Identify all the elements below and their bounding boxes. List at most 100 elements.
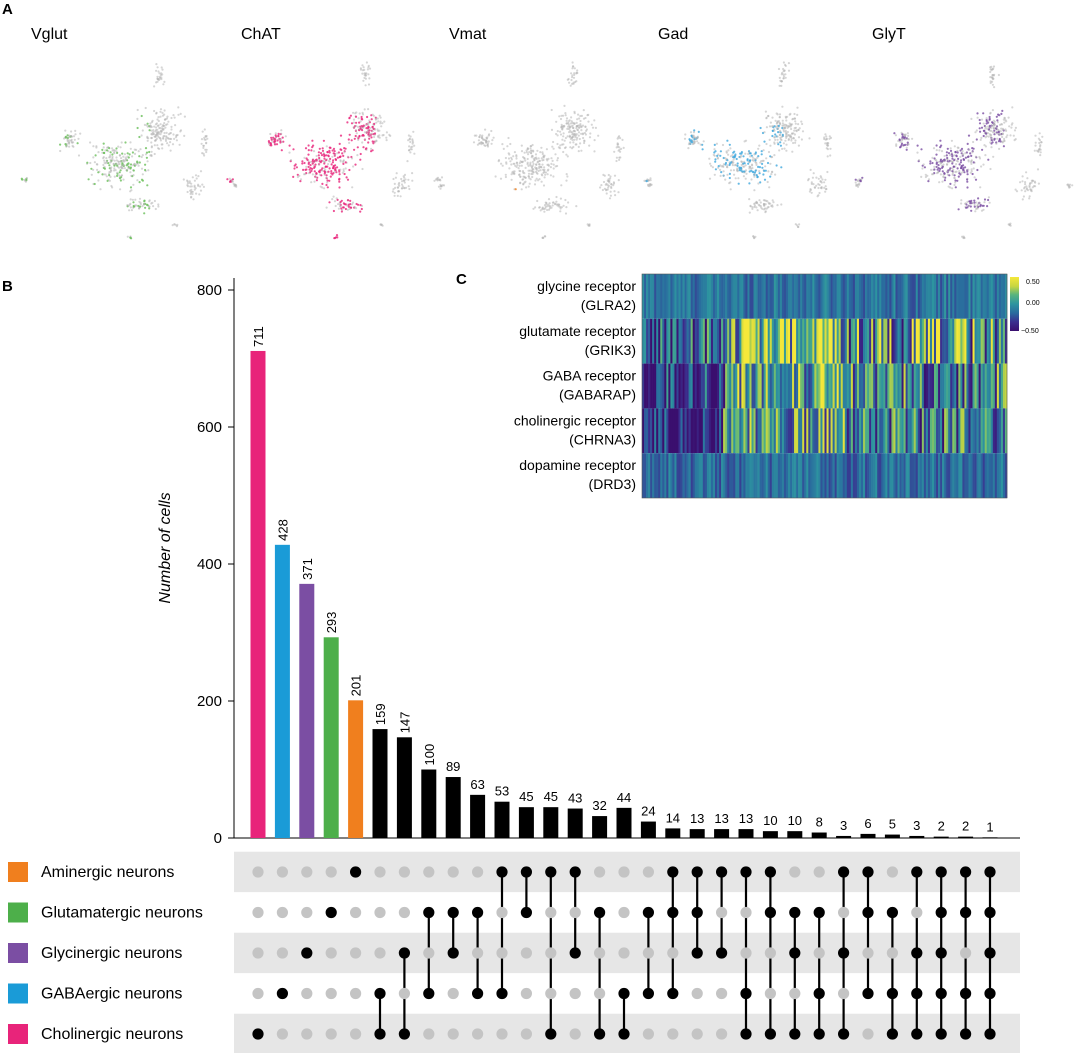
heatmap-cell xyxy=(654,274,657,319)
heatmap-cell xyxy=(978,408,981,454)
umap-point xyxy=(363,68,366,71)
heatmap-cell xyxy=(948,318,951,364)
umap-highlight-point xyxy=(325,183,328,187)
heatmap-cell xyxy=(877,274,880,319)
umap-highlight-point xyxy=(108,147,111,150)
umap-point xyxy=(484,144,487,147)
umap-point xyxy=(974,155,978,158)
umap-highlight-point xyxy=(750,169,753,172)
matrix-dot-active xyxy=(740,1028,752,1040)
heatmap-cell xyxy=(684,408,687,454)
umap-point xyxy=(793,117,796,120)
umap-point xyxy=(1021,180,1024,183)
umap-point xyxy=(534,153,538,156)
heatmap-cell xyxy=(692,274,696,319)
umap-point xyxy=(569,84,572,87)
heatmap-cell xyxy=(913,453,917,498)
umap-highlight-point xyxy=(318,156,321,160)
umap-point xyxy=(762,149,765,152)
umap-point xyxy=(551,204,554,207)
umap-point xyxy=(1036,168,1040,171)
umap-point xyxy=(583,131,587,135)
umap-highlight-point xyxy=(357,137,360,140)
heatmap-cell xyxy=(788,453,791,498)
umap-point xyxy=(146,160,149,163)
umap-point xyxy=(543,210,546,213)
umap-point xyxy=(157,70,160,73)
heatmap-cell xyxy=(783,363,787,409)
heatmap-cell xyxy=(956,274,959,319)
heatmap-cell xyxy=(650,318,653,364)
umap-highlight-point xyxy=(327,154,330,157)
umap-point xyxy=(157,203,160,206)
heatmap-cell xyxy=(820,363,823,409)
heatmap-cell xyxy=(824,453,827,498)
heatmap-cell xyxy=(759,453,762,498)
heatmap-cell xyxy=(834,318,837,364)
umap-point xyxy=(789,134,792,137)
umap-highlight-point xyxy=(319,152,323,155)
heatmap-cell xyxy=(765,408,769,454)
umap-point xyxy=(649,179,652,182)
heatmap-cell xyxy=(796,408,799,454)
umap-point xyxy=(1026,177,1029,180)
heatmap-cell xyxy=(905,408,908,454)
umap-highlight-point xyxy=(945,151,949,154)
heatmap-cell xyxy=(652,274,655,319)
umap-point xyxy=(191,176,194,179)
umap-point xyxy=(541,151,544,154)
umap-highlight-point xyxy=(996,119,999,122)
umap-point xyxy=(571,82,574,85)
umap-point xyxy=(829,147,832,150)
umap-point xyxy=(993,124,996,127)
heatmap-cell xyxy=(919,453,923,498)
umap-point xyxy=(228,177,231,180)
umap-point xyxy=(974,131,977,134)
umap-point xyxy=(911,137,914,140)
umap-highlight-point xyxy=(226,178,229,181)
umap-highlight-point xyxy=(294,163,297,166)
matrix-dot-inactive xyxy=(789,866,801,878)
umap-point xyxy=(597,134,600,137)
umap-highlight-point xyxy=(979,205,982,208)
umap-highlight-point xyxy=(295,166,298,169)
heatmap-cell xyxy=(836,363,839,409)
umap-point xyxy=(589,132,592,135)
heatmap-cell xyxy=(739,363,742,409)
heatmap-cell xyxy=(644,363,647,409)
heatmap-cell xyxy=(938,408,941,454)
umap-point xyxy=(524,159,527,162)
heatmap-cell xyxy=(688,363,691,409)
umap-point xyxy=(551,159,554,162)
heatmap-cell xyxy=(838,408,842,454)
umap-point xyxy=(989,81,992,85)
umap-highlight-point xyxy=(275,143,279,146)
heatmap-cell xyxy=(698,408,702,454)
heatmap-cell xyxy=(650,363,653,409)
umap-highlight-point xyxy=(370,136,373,139)
heatmap-cell xyxy=(745,453,748,498)
umap-highlight-point xyxy=(336,156,339,159)
heatmap-cell xyxy=(970,408,973,454)
heatmap-cell xyxy=(814,318,817,364)
umap-point xyxy=(154,135,157,138)
umap-point xyxy=(790,139,793,142)
umap-point xyxy=(376,128,379,131)
umap-highlight-point xyxy=(746,159,749,162)
heatmap-cell xyxy=(773,318,777,364)
heatmap-cell xyxy=(715,453,718,498)
heatmap-cell xyxy=(654,318,657,364)
umap-point xyxy=(939,162,942,165)
umap-point xyxy=(343,151,346,154)
heatmap-cell xyxy=(909,318,912,364)
umap-point xyxy=(23,178,26,181)
umap-point xyxy=(117,145,120,148)
heatmap-cell xyxy=(958,363,961,409)
umap-point xyxy=(313,180,316,183)
umap-point xyxy=(546,208,549,212)
umap-point xyxy=(560,114,563,117)
umap-point xyxy=(564,146,567,149)
heatmap-cell xyxy=(952,363,955,409)
umap-point xyxy=(354,129,358,132)
